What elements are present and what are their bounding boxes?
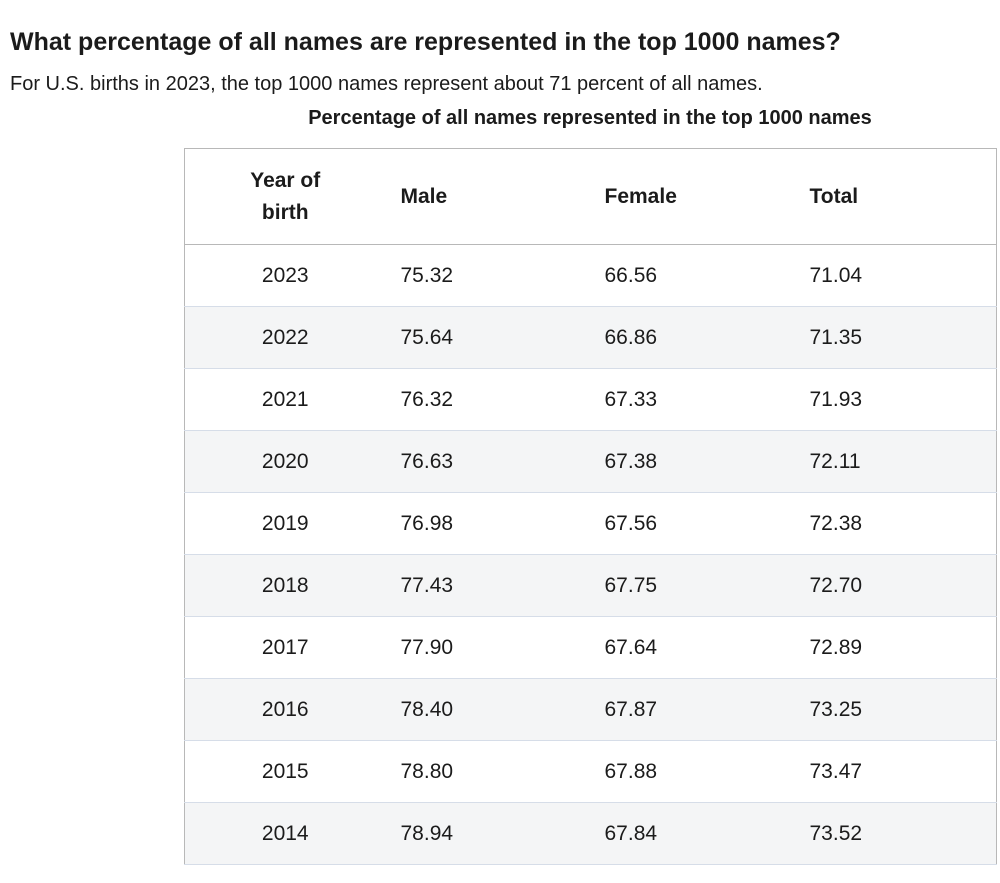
cell-male: 78.80 — [400, 759, 454, 783]
cell-year: 2022 — [261, 325, 309, 349]
cell-year: 2019 — [261, 511, 309, 535]
header-total: Total — [809, 184, 859, 208]
table-header: Year of birth Male Female Total — [184, 149, 997, 245]
table-body: 2023 75.32 66.56 71.04 2022 75.64 66.86 … — [184, 245, 997, 865]
cell-total: 72.70 — [809, 573, 863, 597]
header-female: Female — [604, 184, 677, 208]
cell-male: 76.32 — [400, 387, 454, 411]
cell-male: 78.40 — [400, 697, 454, 721]
table-row: 2022 75.64 66.86 71.35 — [184, 306, 997, 369]
cell-female: 67.38 — [604, 449, 658, 473]
cell-female: 67.56 — [604, 511, 658, 535]
page-heading: What percentage of all names are represe… — [10, 28, 841, 56]
intro-text: For U.S. births in 2023, the top 1000 na… — [10, 73, 763, 95]
cell-female: 66.56 — [604, 263, 658, 287]
cell-male: 77.43 — [400, 573, 454, 597]
cell-female: 66.86 — [604, 325, 658, 349]
table-row: 2020 76.63 67.38 72.11 — [184, 430, 997, 493]
header-row: Year of birth Male Female Total — [184, 149, 997, 245]
cell-male: 77.90 — [400, 635, 454, 659]
cell-female: 67.88 — [604, 759, 658, 783]
cell-year: 2018 — [261, 573, 309, 597]
cell-total: 71.93 — [809, 387, 863, 411]
header-year-of-birth-label: Year of birth — [250, 168, 321, 224]
table-row: 2014 78.94 67.84 73.52 — [184, 802, 997, 865]
table-row: 2023 75.32 66.56 71.04 — [184, 245, 997, 307]
table-row: 2019 76.98 67.56 72.38 — [184, 493, 997, 555]
header-male: Male — [400, 184, 448, 208]
cell-year: 2020 — [261, 449, 309, 473]
cell-total: 72.11 — [809, 449, 861, 473]
table-row: 2016 78.40 67.87 73.25 — [184, 678, 997, 741]
cell-female: 67.87 — [604, 697, 658, 721]
names-percentage-table: Year of birth Male Female Total 2023 75.… — [184, 148, 997, 865]
cell-year: 2015 — [261, 759, 309, 783]
cell-male: 75.64 — [400, 325, 454, 349]
cell-year: 2021 — [261, 387, 309, 411]
cell-male: 76.63 — [400, 449, 454, 473]
cell-female: 67.84 — [604, 821, 658, 845]
table-row: 2015 78.80 67.88 73.47 — [184, 741, 997, 803]
cell-total: 73.52 — [809, 821, 863, 845]
cell-total: 72.38 — [809, 511, 863, 535]
cell-total: 73.47 — [809, 759, 863, 783]
cell-year: 2023 — [261, 263, 309, 287]
cell-total: 71.35 — [809, 325, 863, 349]
table-caption: Percentage of all names represented in t… — [308, 107, 872, 129]
cell-year: 2016 — [261, 697, 309, 721]
cell-female: 67.64 — [604, 635, 658, 659]
table-row: 2017 77.90 67.64 72.89 — [184, 617, 997, 679]
cell-female: 67.33 — [604, 387, 658, 411]
cell-female: 67.75 — [604, 573, 658, 597]
table-row: 2021 76.32 67.33 71.93 — [184, 369, 997, 431]
cell-total: 73.25 — [809, 697, 863, 721]
cell-year: 2017 — [261, 635, 309, 659]
cell-total: 72.89 — [809, 635, 863, 659]
cell-year: 2014 — [261, 821, 309, 845]
cell-male: 75.32 — [400, 263, 454, 287]
header-year-of-birth: Year of birth — [185, 149, 386, 245]
cell-male: 78.94 — [400, 821, 454, 845]
cell-male: 76.98 — [400, 511, 454, 535]
cell-total: 71.04 — [809, 263, 863, 287]
table-row: 2018 77.43 67.75 72.70 — [184, 554, 997, 617]
